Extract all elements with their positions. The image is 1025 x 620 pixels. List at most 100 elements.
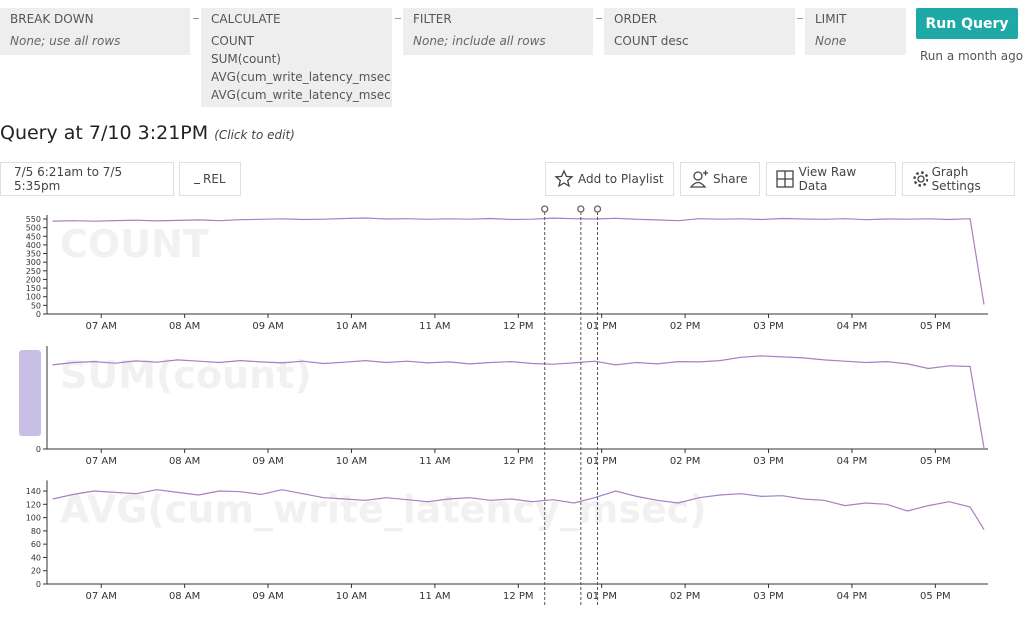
chart-watermark: SUM(count): [60, 353, 312, 397]
chart-watermark: AVG(cum_write_latency_msec): [60, 487, 707, 531]
x-tick-label: 09 AM: [252, 321, 283, 332]
button-text: Share: [713, 172, 748, 186]
y-tick-label: 400: [26, 241, 41, 250]
run-query-button[interactable]: Run Query: [916, 8, 1018, 39]
edit-hint: (Click to edit): [214, 128, 295, 142]
y-tick-label: 150: [26, 284, 41, 293]
y-tick-label: 0: [36, 445, 41, 454]
rel-button[interactable]: REL: [179, 162, 241, 196]
x-tick-label: 01 PM: [586, 591, 617, 602]
y-tick-label: 60: [31, 540, 41, 549]
calculate-box[interactable]: CALCULATE COUNT SUM(count) AVG(cum_write…: [201, 8, 392, 107]
chart-watermark: COUNT: [60, 222, 209, 266]
order-box[interactable]: ORDER COUNT desc: [604, 8, 795, 55]
x-tick-label: 10 AM: [336, 591, 367, 602]
run-time: Run a month ago: [920, 49, 1024, 63]
connector: [596, 18, 602, 19]
connector: [193, 18, 199, 19]
section-label: FILTER: [413, 12, 452, 26]
y-tick-label: 20: [31, 567, 41, 576]
x-tick-label: 04 PM: [837, 591, 868, 602]
y-tick-label: 200: [26, 275, 41, 284]
y-tick-label: 0: [36, 580, 41, 589]
y-tick-label: 300: [26, 258, 41, 267]
x-tick-label: 09 AM: [252, 591, 283, 602]
button-text: Graph Settings: [931, 165, 981, 193]
section-label: BREAK DOWN: [10, 12, 94, 26]
share-button[interactable]: Share: [680, 162, 760, 196]
rel-icon: [194, 182, 200, 184]
star-icon: [554, 169, 574, 188]
view-raw-data-button[interactable]: View Raw Data: [766, 162, 896, 196]
x-tick-label: 02 PM: [670, 591, 701, 602]
title-text: Query at 7/10 3:21PM: [0, 122, 209, 144]
x-tick-label: 08 AM: [169, 456, 200, 467]
grid-icon: [776, 170, 794, 188]
y-tick-label: 140: [26, 487, 41, 496]
y-tick-label: 450: [26, 232, 41, 241]
gear-icon: [913, 171, 928, 187]
rel-text: REL: [203, 172, 226, 186]
x-tick-label: 09 AM: [252, 456, 283, 467]
y-tick-label: 250: [26, 267, 41, 276]
graph-settings-button[interactable]: Graph Settings: [902, 162, 1015, 196]
x-tick-label: 11 AM: [419, 591, 450, 602]
x-tick-label: 12 PM: [503, 456, 534, 467]
y-tick-label: 100: [26, 514, 41, 523]
filter-box[interactable]: FILTER None; include all rows: [403, 8, 593, 55]
x-tick-label: 04 PM: [837, 456, 868, 467]
x-tick-label: 12 PM: [503, 591, 534, 602]
x-tick-label: 11 AM: [419, 321, 450, 332]
x-tick-label: 07 AM: [86, 456, 117, 467]
section-value: AVG(cum_write_latency_msec,: [211, 88, 392, 102]
section-value: COUNT desc: [614, 34, 689, 48]
section-value: None; use all rows: [10, 34, 121, 48]
x-tick-label: 11 AM: [419, 456, 450, 467]
x-tick-label: 01 PM: [586, 321, 617, 332]
section-value: None: [815, 34, 847, 48]
event-marker[interactable]: [577, 205, 585, 213]
y-tick-label: 0: [36, 310, 41, 319]
time-range[interactable]: 7/5 6:21am to 7/5 5:35pm: [0, 162, 174, 196]
add-to-playlist-button[interactable]: Add to Playlist: [545, 162, 674, 196]
section-label: CALCULATE: [211, 12, 281, 26]
x-tick-label: 03 PM: [753, 591, 784, 602]
share-icon: [689, 170, 708, 188]
series-highlight[interactable]: [19, 350, 41, 436]
series-line: [52, 217, 985, 305]
x-tick-label: 03 PM: [753, 321, 784, 332]
y-tick-label: 500: [26, 224, 41, 233]
section-value: COUNT: [211, 34, 254, 48]
event-marker[interactable]: [593, 205, 602, 213]
limit-box[interactable]: LIMIT None: [805, 8, 906, 55]
x-tick-label: 08 AM: [169, 321, 200, 332]
series-line: [52, 355, 985, 449]
query-title[interactable]: Query at 7/10 3:21PM (Click to edit): [0, 122, 295, 144]
break-down-box[interactable]: BREAK DOWN None; use all rows: [0, 8, 190, 55]
x-tick-label: 03 PM: [753, 456, 784, 467]
series-line: [52, 489, 985, 530]
y-tick-label: 120: [26, 500, 41, 509]
x-tick-label: 05 PM: [920, 456, 951, 467]
x-tick-label: 07 AM: [86, 591, 117, 602]
y-tick-label: 80: [31, 527, 41, 536]
x-tick-label: 02 PM: [670, 456, 701, 467]
time-range-text: 7/5 6:21am to 7/5 5:35pm: [14, 165, 123, 193]
x-tick-label: 07 AM: [86, 321, 117, 332]
charts: COUNT05010015020025030035040045050055007…: [19, 205, 988, 606]
x-tick-label: 04 PM: [837, 321, 868, 332]
x-tick-label: 08 AM: [169, 591, 200, 602]
button-text: Add to Playlist: [578, 172, 664, 186]
x-tick-label: 01 PM: [586, 456, 617, 467]
event-marker[interactable]: [541, 205, 549, 213]
y-tick-label: 100: [26, 293, 41, 302]
x-tick-label: 02 PM: [670, 321, 701, 332]
section-value: None; include all rows: [413, 34, 546, 48]
button-text: View Raw Data: [798, 165, 857, 193]
section-value: AVG(cum_write_latency_msec): [211, 70, 392, 84]
y-tick-label: 550: [26, 215, 41, 224]
x-tick-label: 10 AM: [336, 456, 367, 467]
y-tick-label: 50: [31, 301, 41, 310]
x-tick-label: 12 PM: [503, 321, 534, 332]
y-tick-label: 350: [26, 250, 41, 259]
